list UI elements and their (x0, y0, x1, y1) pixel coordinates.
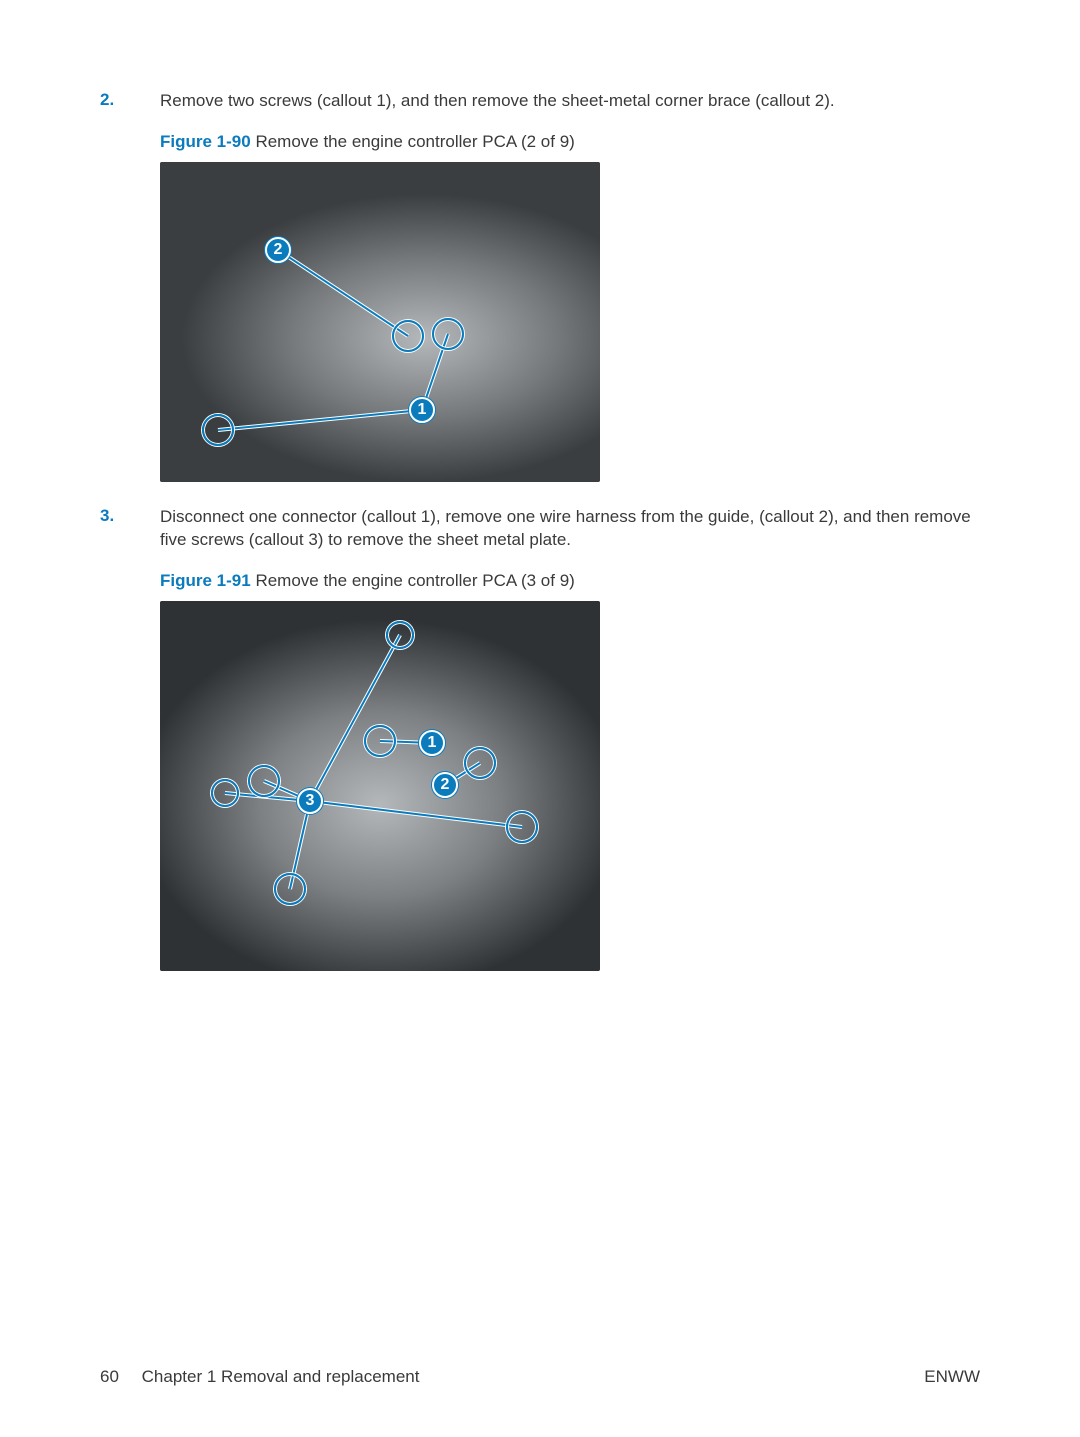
footer-left: 60 Chapter 1 Removal and replacement (100, 1367, 419, 1387)
callout-ring (248, 765, 280, 797)
step-number: 3. (100, 506, 160, 971)
page-footer: 60 Chapter 1 Removal and replacement ENW… (100, 1367, 980, 1387)
figure-1-91: 1 2 3 (160, 601, 600, 971)
callout-badge: 1 (419, 730, 445, 756)
page: 2. Remove two screws (callout 1), and th… (0, 0, 1080, 1437)
callout-ring (364, 725, 396, 757)
step-body: Disconnect one connector (callout 1), re… (160, 506, 980, 971)
callout-ring (274, 873, 306, 905)
chapter-title: Chapter 1 Removal and replacement (142, 1367, 420, 1386)
callout-ring (506, 811, 538, 843)
footer-right: ENWW (924, 1367, 980, 1387)
step-3: 3. Disconnect one connector (callout 1),… (100, 506, 980, 971)
figure-caption-line: Figure 1-91 Remove the engine controller… (160, 570, 980, 593)
figure-label: Figure 1-91 (160, 571, 251, 590)
callout-ring (392, 320, 424, 352)
page-number: 60 (100, 1367, 119, 1386)
callout-ring (202, 414, 234, 446)
step-body: Remove two screws (callout 1), and then … (160, 90, 980, 482)
figure-caption-line: Figure 1-90 Remove the engine controller… (160, 131, 980, 154)
callout-badge: 2 (432, 772, 458, 798)
callout-ring (432, 318, 464, 350)
callout-badge: 1 (409, 397, 435, 423)
step-text: Remove two screws (callout 1), and then … (160, 90, 980, 113)
figure-caption: Remove the engine controller PCA (3 of 9… (255, 571, 574, 590)
figure-caption: Remove the engine controller PCA (2 of 9… (255, 132, 574, 151)
figure-label: Figure 1-90 (160, 132, 251, 151)
callout-ring (386, 621, 414, 649)
step-2: 2. Remove two screws (callout 1), and th… (100, 90, 980, 482)
callout-badge: 2 (265, 237, 291, 263)
callout-badge: 3 (297, 788, 323, 814)
step-number: 2. (100, 90, 160, 482)
step-text: Disconnect one connector (callout 1), re… (160, 506, 980, 552)
callout-ring (464, 747, 496, 779)
callout-ring (211, 779, 239, 807)
figure-1-90: 21 (160, 162, 600, 482)
